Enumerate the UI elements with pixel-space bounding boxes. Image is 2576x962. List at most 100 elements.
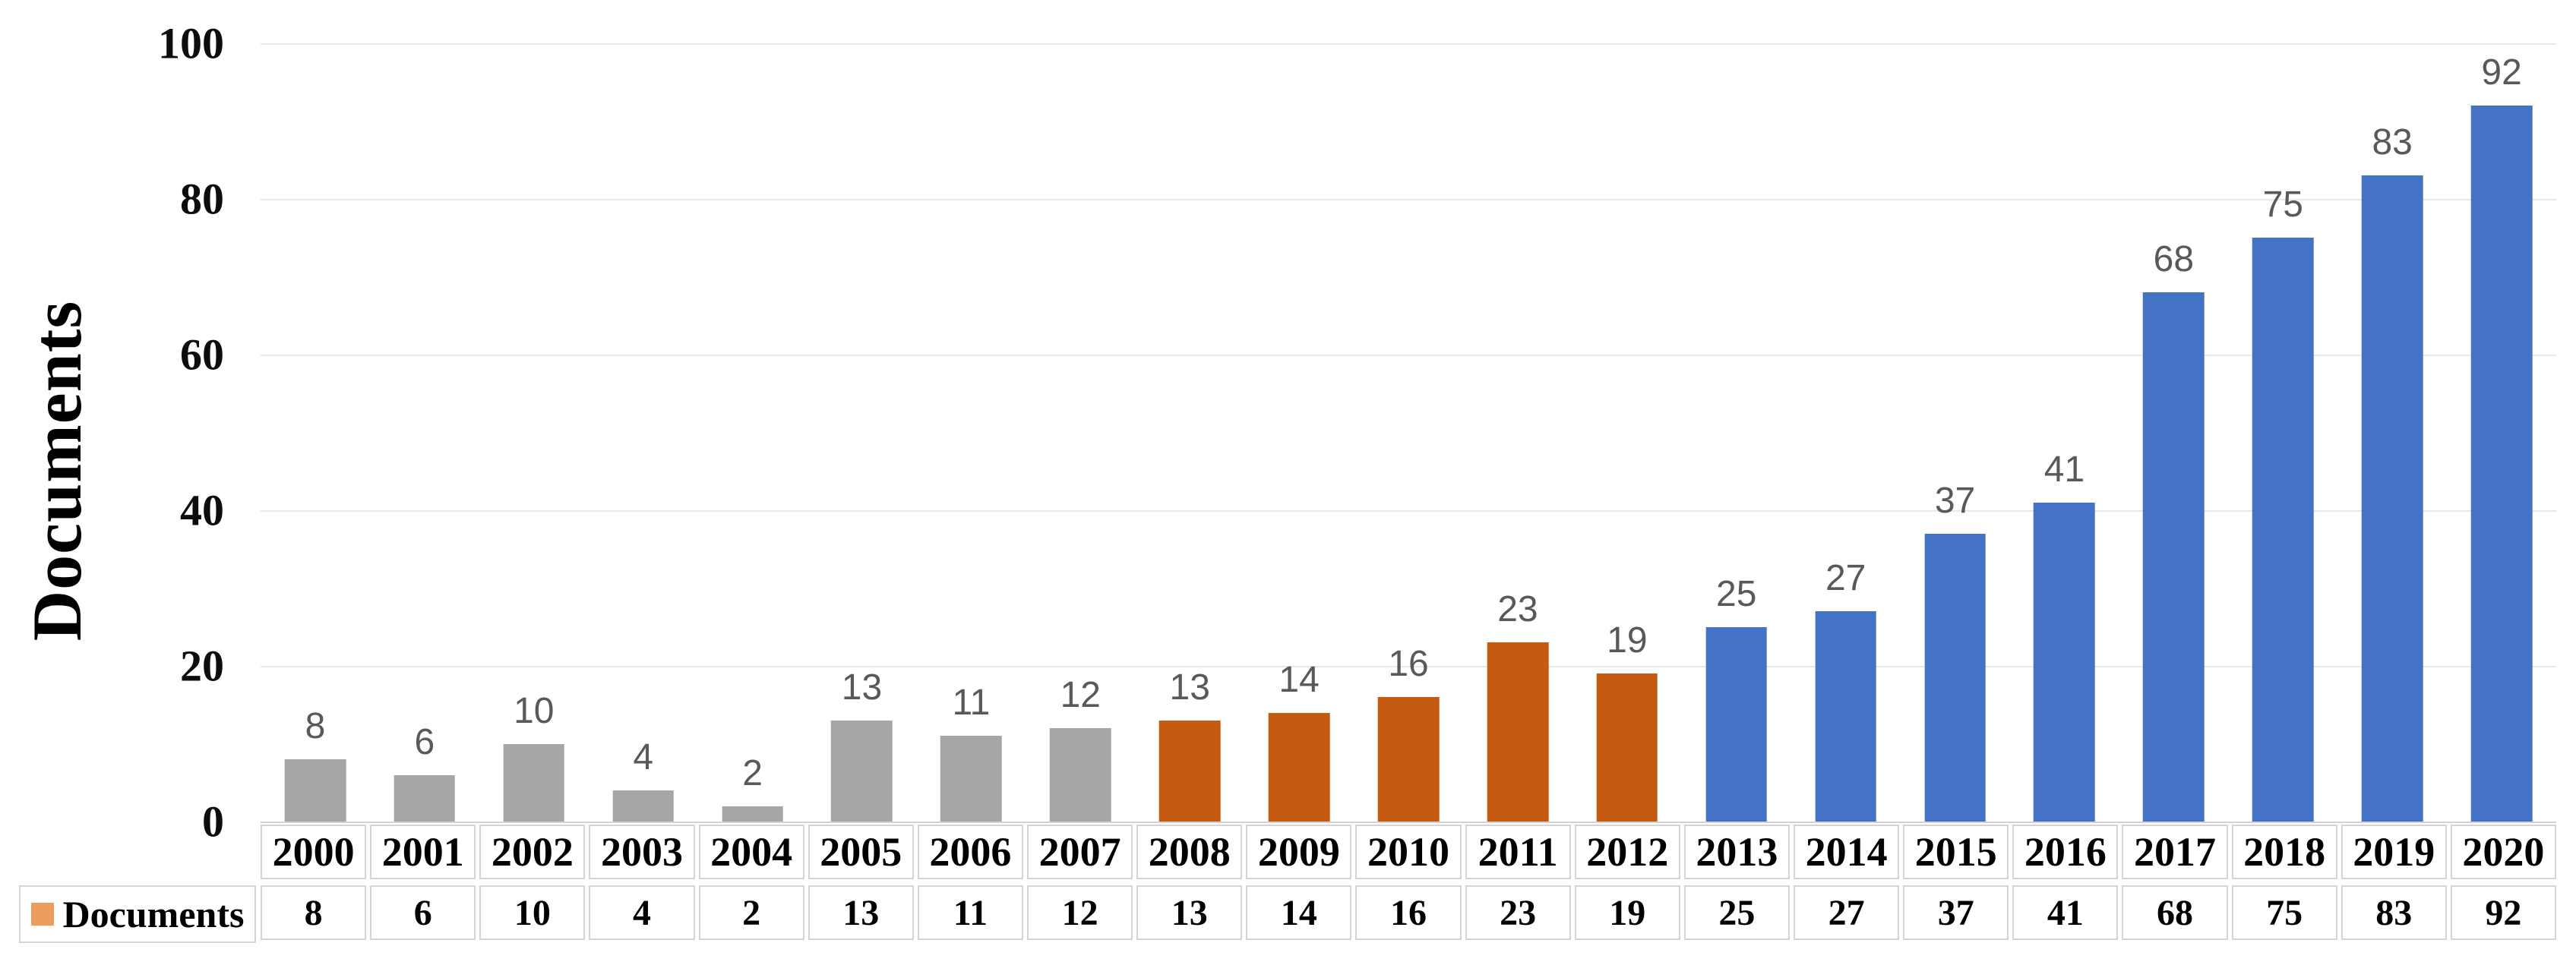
bar-column-2017: 68 <box>2119 43 2228 822</box>
table-year-cell-2007: 2007 <box>1026 825 1133 879</box>
table-value-cell-2000: 8 <box>261 885 367 940</box>
bar-2007 <box>1050 728 1111 822</box>
bar-data-label-2003: 4 <box>633 737 654 777</box>
table-value-cell-2011: 23 <box>1465 885 1571 940</box>
bar-data-label-2015: 37 <box>1934 480 1976 521</box>
table-value-cell-2015: 37 <box>1903 885 2009 940</box>
y-tick-label-40: 40 <box>180 485 224 535</box>
bar-data-label-2020: 92 <box>2481 52 2522 93</box>
bar-column-2008: 13 <box>1135 43 1244 822</box>
bar-column-2002: 10 <box>479 43 589 822</box>
table-values-row: 8 6 10 4 2 13 11 12 13 14 16 23 19 25 27 37 41 68 75 83 92 <box>261 885 2556 940</box>
gridline-80 <box>261 199 2556 200</box>
bar-column-2016: 41 <box>2010 43 2119 822</box>
bar-column-2019: 83 <box>2337 43 2447 822</box>
bar-data-label-2011: 23 <box>1497 589 1538 630</box>
table-value-cell-2014: 27 <box>1793 885 1900 940</box>
bar-column-2005: 13 <box>808 43 917 822</box>
y-tick-label-20: 20 <box>180 641 224 691</box>
bar-2014 <box>1815 611 1876 822</box>
table-value-cell-2019: 83 <box>2341 885 2447 940</box>
documents-series-legend-key-icon <box>30 903 54 926</box>
table-value-cell-2001: 6 <box>370 885 476 940</box>
bar-data-label-2002: 10 <box>514 690 555 731</box>
bar-data-label-2009: 14 <box>1279 659 1320 700</box>
bar-2017 <box>2143 292 2205 822</box>
table-year-cell-2000: 2000 <box>261 825 367 879</box>
bar-columns: 8 6 10 4 2 13 11 12 13 14 16 23 19 25 27 37 41 68 75 83 92 <box>261 43 2556 822</box>
bar-2015 <box>1924 533 1986 822</box>
table-year-cell-2013: 2013 <box>1683 825 1790 879</box>
bar-column-2013: 25 <box>1682 43 1791 822</box>
table-year-cell-2012: 2012 <box>1574 825 1680 879</box>
table-year-cell-2014: 2014 <box>1793 825 1900 879</box>
bar-column-2004: 2 <box>698 43 808 822</box>
table-year-cell-2018: 2018 <box>2231 825 2337 879</box>
table-legend-cell: Documents <box>19 885 256 943</box>
table-year-cell-2003: 2003 <box>589 825 695 879</box>
table-value-cell-2006: 11 <box>917 885 1023 940</box>
table-year-cell-2017: 2017 <box>2122 825 2228 879</box>
table-value-cell-2005: 13 <box>808 885 914 940</box>
table-value-cell-2009: 14 <box>1246 885 1352 940</box>
bar-column-2006: 11 <box>916 43 1026 822</box>
table-value-cell-2020: 92 <box>2450 885 2556 940</box>
table-header-row: 2000 2001 2002 2003 2004 2005 2006 2007 2008 2009… <box>261 825 2556 879</box>
bar-2010 <box>1377 697 1440 822</box>
bar-2006 <box>940 736 1002 822</box>
gridline-40 <box>261 510 2556 512</box>
bar-column-2003: 4 <box>589 43 698 822</box>
bar-column-2007: 12 <box>1026 43 1135 822</box>
bar-data-label-2014: 27 <box>1825 558 1866 599</box>
bar-2001 <box>394 774 456 822</box>
bar-2020 <box>2470 106 2533 822</box>
y-tick-label-80: 80 <box>180 174 224 224</box>
table-value-cell-2007: 12 <box>1026 885 1133 940</box>
legend-series-label: Documents <box>62 893 245 935</box>
bar-column-2001: 6 <box>370 43 479 822</box>
table-year-cell-2002: 2002 <box>479 825 586 879</box>
table-year-cell-2008: 2008 <box>1136 825 1243 879</box>
table-value-cell-2013: 25 <box>1683 885 1790 940</box>
table-value-cell-2003: 4 <box>589 885 695 940</box>
bar-data-label-2012: 19 <box>1607 620 1648 661</box>
table-year-cell-2010: 2010 <box>1355 825 1462 879</box>
table-value-cell-2010: 16 <box>1355 885 1462 940</box>
bar-column-2020: 92 <box>2447 43 2556 822</box>
table-year-cell-2001: 2001 <box>370 825 476 879</box>
bar-data-label-2007: 12 <box>1060 675 1101 715</box>
plot-area: 8 6 10 4 2 13 11 12 13 14 16 23 19 25 27 37 41 68 75 83 92 <box>261 43 2556 823</box>
bar-data-label-2013: 25 <box>1716 573 1757 614</box>
gridline-100 <box>261 43 2556 45</box>
table-year-cell-2009: 2009 <box>1246 825 1352 879</box>
gridline-60 <box>261 355 2556 356</box>
bar-2000 <box>284 759 346 822</box>
bar-2009 <box>1268 712 1330 822</box>
bar-2016 <box>2034 502 2095 822</box>
bar-data-label-2016: 41 <box>2043 449 2085 490</box>
bar-data-label-2004: 2 <box>742 752 763 793</box>
bar-data-label-2006: 11 <box>952 683 991 724</box>
bar-data-label-2017: 68 <box>2153 239 2195 279</box>
y-tick-label-100: 100 <box>158 18 224 68</box>
bar-2008 <box>1158 720 1221 822</box>
table-year-cell-2016: 2016 <box>2012 825 2119 879</box>
bar-data-label-2008: 13 <box>1169 667 1210 708</box>
bar-data-label-2000: 8 <box>305 706 326 746</box>
table-value-cell-2004: 2 <box>698 885 804 940</box>
bar-data-label-2018: 75 <box>2262 185 2303 226</box>
bar-column-2015: 37 <box>1901 43 2010 822</box>
bar-2004 <box>722 806 783 822</box>
bar-data-label-2019: 83 <box>2372 122 2413 163</box>
table-value-cell-2008: 13 <box>1136 885 1243 940</box>
bar-column-2012: 19 <box>1572 43 1682 822</box>
table-year-cell-2005: 2005 <box>808 825 914 879</box>
bar-column-2009: 14 <box>1244 43 1354 822</box>
bar-2005 <box>831 720 893 822</box>
table-value-cell-2016: 41 <box>2012 885 2119 940</box>
bar-column-2010: 16 <box>1354 43 1463 822</box>
bar-2018 <box>2252 238 2314 822</box>
gridline-20 <box>261 666 2556 667</box>
bar-column-2018: 75 <box>2228 43 2337 822</box>
